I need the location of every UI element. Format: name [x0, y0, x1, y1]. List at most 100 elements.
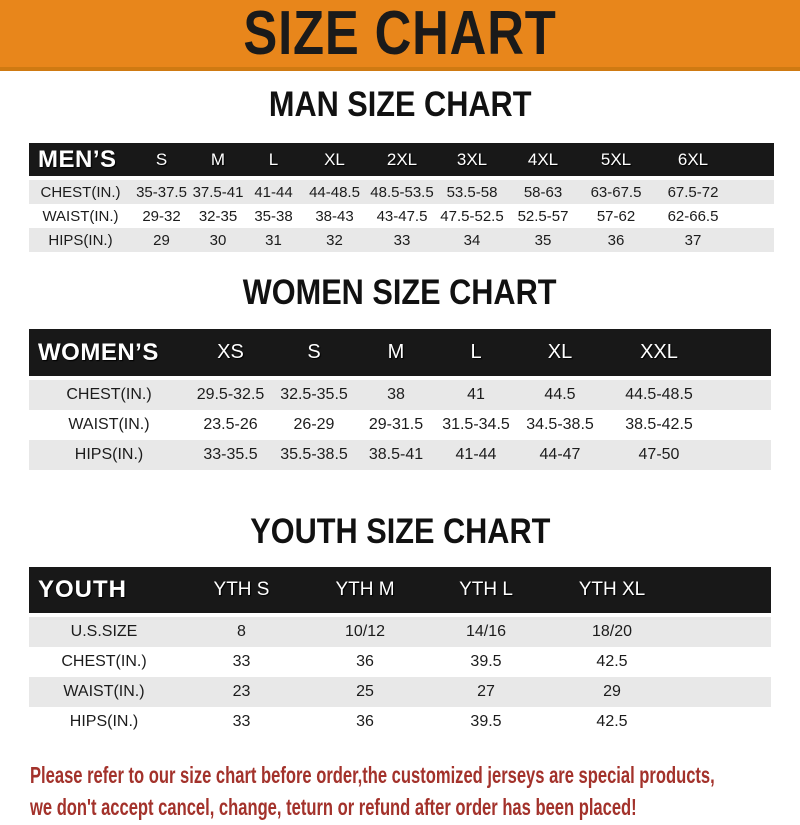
size-column-header: M: [356, 329, 436, 380]
section-women: WOMEN SIZE CHART WOMEN’S XS S M L XL XXL CHEST(…: [0, 271, 800, 470]
measurement-row: HIPS(IN.) 33 36 39.5 42.5: [29, 707, 771, 737]
measurement-row: HIPS(IN.) 29 30 31 32 33 34 35 36 37: [29, 228, 774, 252]
youth-chart-heading-text: YOUTH SIZE CHART: [249, 510, 551, 551]
measurement-row: CHEST(IN.) 35-37.5 37.5-41 41-44 44-48.5 48.5…: [29, 178, 774, 204]
row-spacer-cell: [678, 707, 771, 737]
value-cell: 38-43: [315, 207, 354, 225]
disclaimer-line-1-text: Please refer to our size chart before or…: [30, 762, 715, 788]
size-column-header: YTH S: [179, 567, 304, 617]
row-label-cell: CHEST(IN.): [40, 183, 121, 201]
row-spacer-cell: [714, 440, 771, 470]
value-cell: 38.5-42.5: [625, 416, 693, 433]
row-label-cell: CHEST(IN.): [66, 386, 152, 403]
value-cell: 47.5-52.5: [440, 207, 504, 225]
value-cell: 33: [393, 231, 411, 249]
value-cell: 27: [477, 683, 495, 700]
value-cell: 33: [232, 713, 251, 730]
value-cell: 39.5: [470, 653, 502, 670]
banner-title: SIZE CHART: [243, 0, 557, 68]
value-cell: 34.5-38.5: [526, 416, 594, 433]
size-column-header: YTH L: [426, 567, 546, 617]
value-cell: 42.5: [596, 653, 628, 670]
table-title-cell: MEN’S: [29, 143, 132, 180]
row-label-cell: WAIST(IN.): [63, 683, 145, 700]
size-column-header: XXL: [604, 329, 714, 380]
value-cell: 63-67.5: [590, 183, 642, 201]
value-cell: 44-48.5: [309, 183, 360, 201]
value-cell: 41: [467, 386, 485, 403]
value-cell: 29: [603, 683, 621, 700]
value-cell: 23.5-26: [203, 416, 258, 433]
value-cell: 29: [153, 231, 170, 249]
size-column-header: L: [436, 329, 516, 380]
measurement-row: CHEST(IN.) 29.5-32.5 32.5-35.5 38 41 44.5 44.5…: [29, 378, 771, 410]
value-cell: 67.5-72: [667, 183, 719, 201]
row-spacer-cell: [678, 677, 771, 707]
disclaimer-line-1: Please refer to our size chart before or…: [30, 761, 800, 793]
value-cell: 37.5-41: [192, 183, 244, 201]
value-cell: 33-35.5: [203, 446, 258, 463]
value-cell: 58-63: [523, 183, 563, 201]
value-cell: 52.5-57: [517, 207, 569, 225]
value-cell: 25: [356, 683, 374, 700]
disclaimer-line-2: we don't accept cancel, change, teturn o…: [30, 793, 800, 825]
value-cell: 41-44: [254, 183, 293, 201]
table-header-row: YOUTH YTH S YTH M YTH L YTH XL: [29, 567, 771, 617]
value-cell: 10/12: [344, 623, 386, 640]
value-cell: 42.5: [596, 713, 628, 730]
value-cell: 35: [534, 231, 552, 249]
value-cell: 36: [356, 653, 374, 670]
size-column-header: L: [245, 143, 302, 180]
value-cell: 31: [265, 231, 282, 249]
row-spacer-cell: [678, 647, 771, 677]
size-column-header: 5XL: [579, 143, 653, 180]
value-cell: 8: [237, 623, 246, 640]
row-label-cell: HIPS(IN.): [74, 446, 144, 463]
section-youth: YOUTH SIZE CHART YOUTH YTH S YTH M YTH L YTH…: [0, 510, 800, 737]
value-cell: 48.5-53.5: [370, 183, 434, 201]
row-spacer-cell: [714, 410, 771, 440]
section-men: MAN SIZE CHART MEN’S S M L XL 2XL 3XL 4XL 5XL 6XL…: [0, 83, 800, 252]
value-cell: 57-62: [596, 207, 636, 225]
measurement-row: HIPS(IN.) 33-35.5 35.5-38.5 38.5-41 41-44 44-…: [29, 440, 771, 470]
men-size-table: MEN’S S M L XL 2XL 3XL 4XL 5XL 6XL CHEST(IN.) 35-37…: [29, 143, 774, 252]
size-column-header: YTH M: [304, 567, 426, 617]
value-cell: 62-66.5: [667, 207, 719, 225]
size-column-header: XL: [302, 143, 367, 180]
header-spacer-cell: [678, 567, 771, 617]
measurement-row: U.S.SIZE 8 10/12 14/16 18/20: [29, 615, 771, 647]
value-cell: 18/20: [591, 623, 633, 640]
row-spacer-cell: [678, 615, 771, 647]
row-label-cell: HIPS(IN.): [69, 713, 139, 730]
row-label-cell: CHEST(IN.): [61, 653, 147, 670]
header-spacer-cell: [733, 143, 774, 180]
row-label-cell: WAIST(IN.): [68, 416, 150, 433]
size-column-header: XL: [516, 329, 604, 380]
value-cell: 39.5: [470, 713, 502, 730]
size-column-header: S: [272, 329, 356, 380]
women-chart-heading-text: WOMEN SIZE CHART: [243, 271, 557, 312]
table-title-cell: YOUTH: [29, 567, 179, 617]
value-cell: 37: [684, 231, 702, 249]
value-cell: 32.5-35.5: [280, 386, 348, 403]
disclaimer-line-2-text: we don't accept cancel, change, teturn o…: [30, 794, 637, 820]
row-spacer-cell: [733, 178, 774, 204]
size-column-header: M: [191, 143, 245, 180]
value-cell: 34: [463, 231, 481, 249]
value-cell: 32-35: [198, 207, 238, 225]
table-header-row: WOMEN’S XS S M L XL XXL: [29, 329, 771, 380]
row-spacer-cell: [733, 228, 774, 252]
value-cell: 36: [607, 231, 625, 249]
women-size-table: WOMEN’S XS S M L XL XXL CHEST(IN.) 29.5-32.5 32.5…: [29, 329, 771, 470]
man-chart-heading-text: MAN SIZE CHART: [268, 83, 532, 124]
youth-size-table: YOUTH YTH S YTH M YTH L YTH XL U.S.SIZE 8 10/12…: [29, 567, 771, 737]
value-cell: 44.5: [544, 386, 576, 403]
measurement-row: WAIST(IN.) 23.5-26 26-29 29-31.5 31.5-34.5 34…: [29, 410, 771, 440]
value-cell: 53.5-58: [446, 183, 498, 201]
measurement-row: WAIST(IN.) 29-32 32-35 35-38 38-43 43-47.5 47.…: [29, 204, 774, 228]
value-cell: 29-32: [142, 207, 181, 225]
value-cell: 44.5-48.5: [625, 386, 693, 403]
size-column-header: S: [132, 143, 191, 180]
youth-chart-heading: YOUTH SIZE CHART: [0, 510, 800, 551]
value-cell: 35-37.5: [136, 183, 187, 201]
